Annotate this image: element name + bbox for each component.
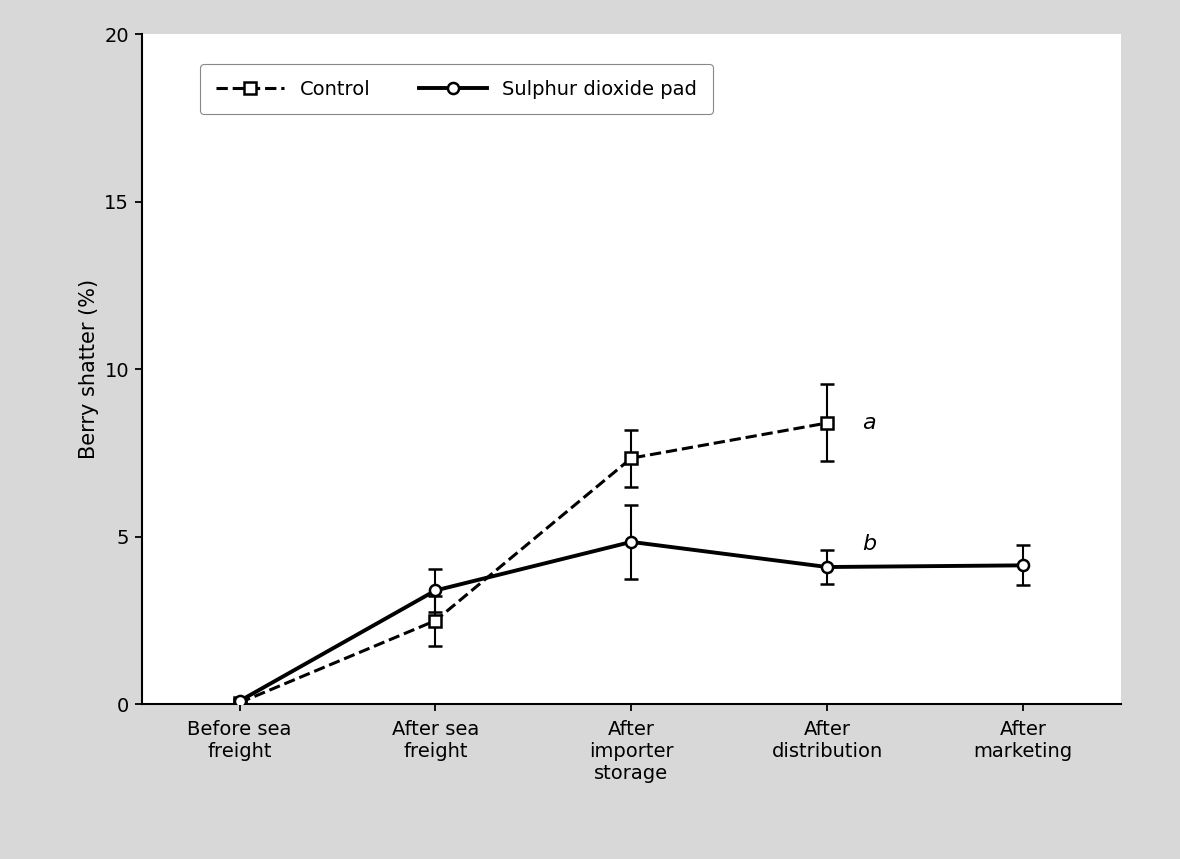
Text: b: b	[863, 533, 877, 553]
Legend: Control, Sulphur dioxide pad: Control, Sulphur dioxide pad	[201, 64, 713, 114]
Text: a: a	[863, 413, 876, 433]
Y-axis label: Berry shatter (%): Berry shatter (%)	[79, 279, 99, 460]
